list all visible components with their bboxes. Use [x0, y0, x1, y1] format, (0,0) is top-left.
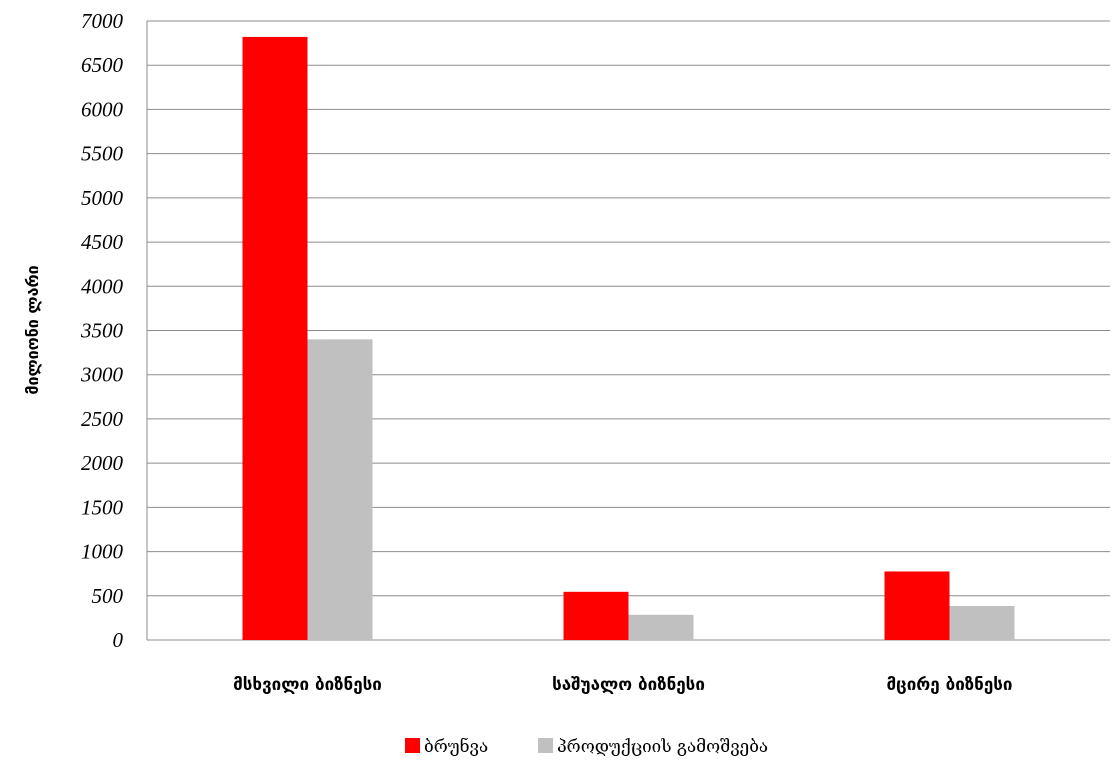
category-label: მცირე ბიზნესი	[886, 675, 1012, 695]
bar-production	[628, 614, 694, 640]
category-label: საშუალო ბიზნესი	[552, 675, 705, 695]
bar-turnover	[884, 571, 950, 640]
y-tick-label: 1000	[81, 540, 124, 564]
legend-swatch	[538, 738, 553, 753]
y-tick-label: 500	[92, 584, 124, 608]
bar-turnover	[242, 36, 308, 641]
category-labels: მსხვილი ბიზნესი საშუალო ბიზნესი მცირე ბიზნ…	[233, 675, 1012, 695]
y-tick-label: 3000	[80, 363, 124, 387]
y-tick-label: 2000	[81, 451, 124, 475]
y-tick-label: 4500	[81, 230, 124, 254]
y-tick-label: 2500	[81, 407, 124, 431]
y-tick-label: 5500	[81, 142, 124, 166]
y-tick-label: 0	[113, 628, 124, 652]
y-tick-label: 6500	[81, 53, 124, 77]
y-tick-label: 7000	[81, 9, 124, 33]
legend-label: ბრუნვა	[424, 737, 488, 757]
legend-swatch	[405, 738, 420, 753]
y-tick-label: 5000	[81, 186, 124, 210]
legend-label: პროდუქციის გამოშვება	[557, 737, 768, 757]
y-axis-label: მილიონი ლარი	[23, 265, 42, 394]
y-tick-label: 3500	[80, 319, 124, 343]
y-tick-label: 6000	[81, 97, 124, 121]
y-tick-label: 1500	[81, 495, 124, 519]
bar-turnover	[563, 591, 629, 640]
bar-production	[949, 605, 1015, 640]
bars	[242, 36, 1015, 641]
legend: ბრუნვა პროდუქციის გამოშვება	[405, 737, 768, 757]
category-label: მსხვილი ბიზნესი	[233, 675, 382, 695]
bar-production	[307, 339, 373, 640]
y-tick-label: 4000	[81, 274, 124, 298]
y-tick-labels: 0 500 1000 1500 2000 2500 3000 3500 4000 4500 5000…	[80, 9, 124, 652]
